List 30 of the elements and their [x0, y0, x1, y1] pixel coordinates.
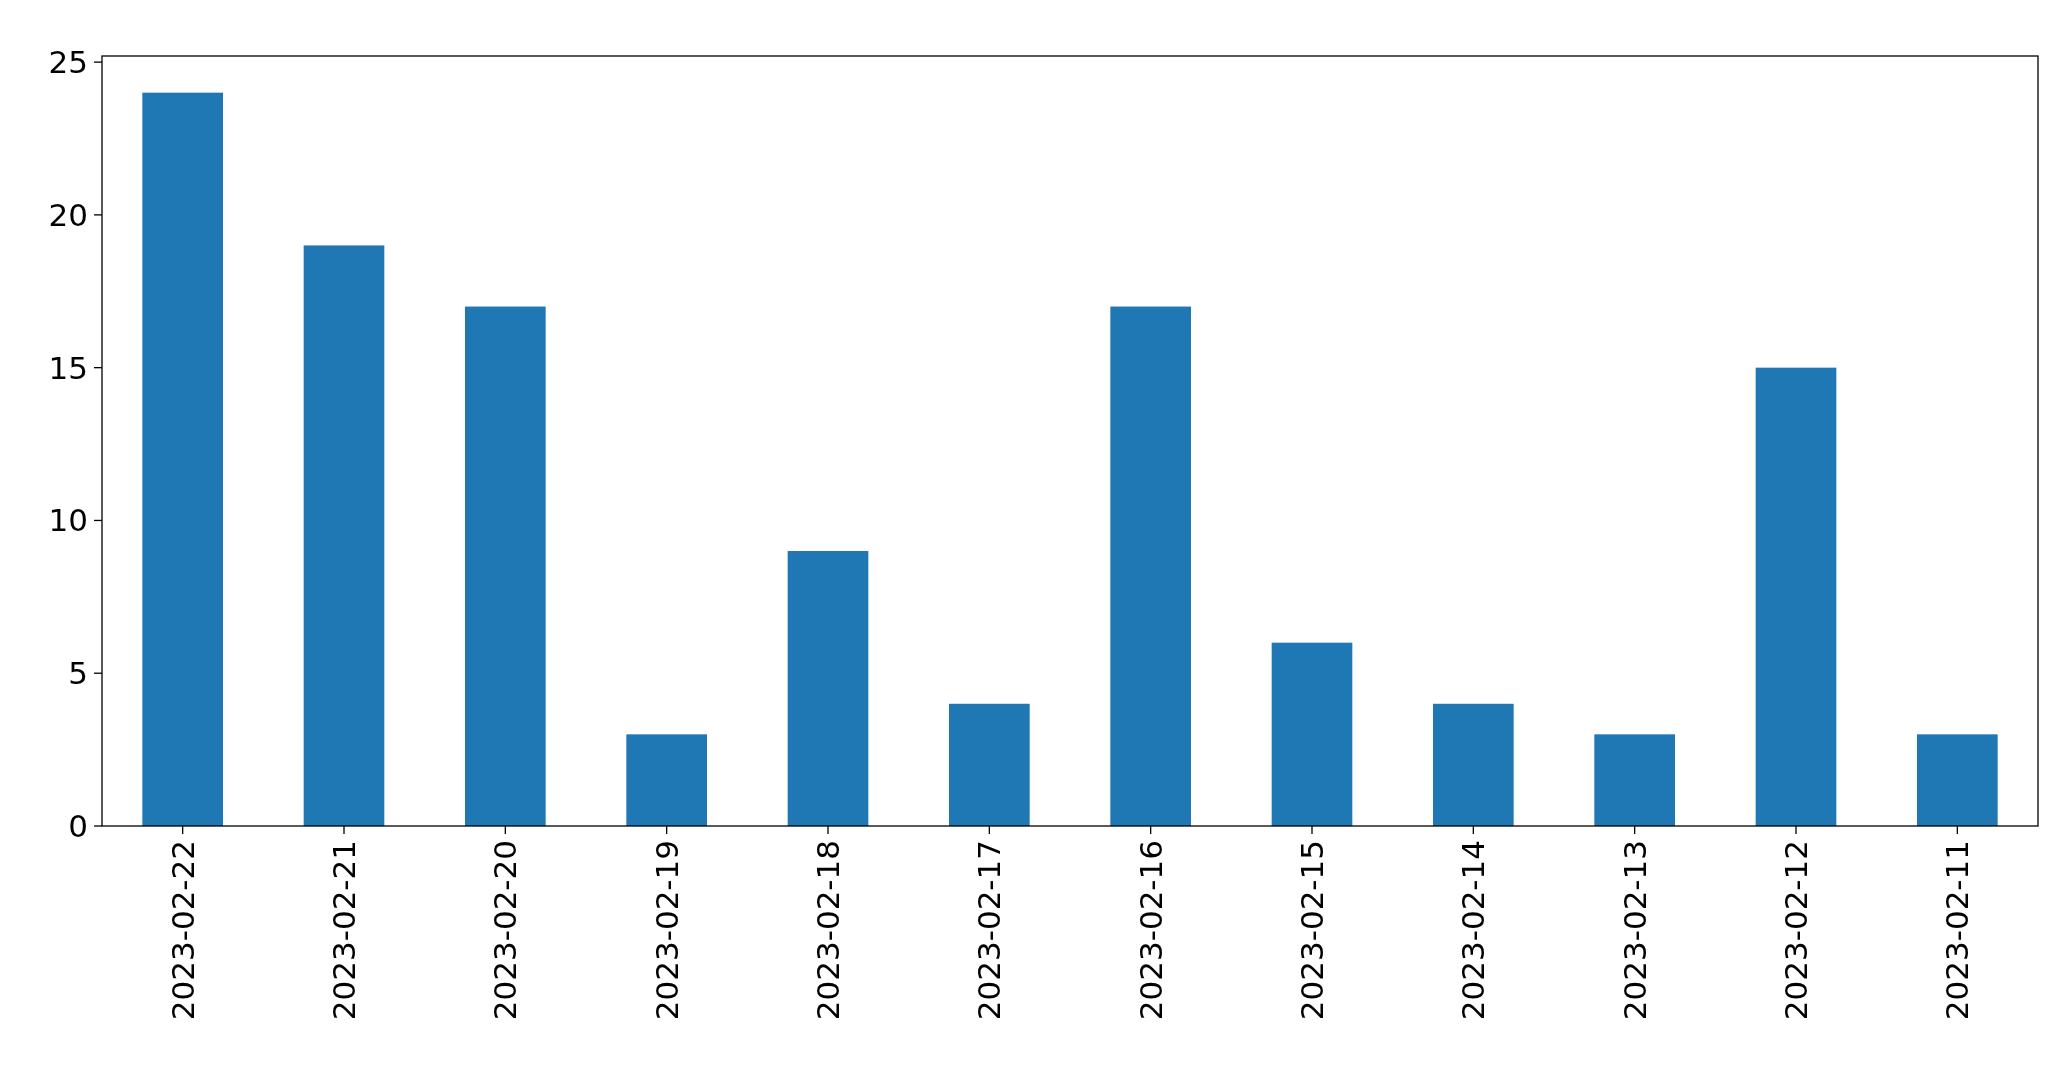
y-tick-label: 0 — [68, 807, 88, 844]
x-tick-label: 2023-02-12 — [1777, 840, 1814, 1021]
bar — [1594, 734, 1675, 826]
x-tick-label: 2023-02-18 — [809, 840, 846, 1021]
bar — [1917, 734, 1998, 826]
x-tick-label: 2023-02-11 — [1939, 840, 1976, 1021]
x-tick-label: 2023-02-22 — [164, 840, 201, 1021]
y-tick-label: 10 — [48, 502, 88, 539]
bar — [465, 306, 546, 826]
bar — [1110, 306, 1191, 826]
bar — [1271, 642, 1353, 826]
x-tick-label: 2023-02-14 — [1455, 840, 1492, 1021]
x-tick-label: 2023-02-13 — [1616, 840, 1653, 1021]
bar — [1755, 367, 1837, 826]
x-tick-label: 2023-02-21 — [325, 840, 362, 1021]
bar — [626, 734, 707, 826]
y-tick-label: 5 — [68, 655, 88, 692]
bar — [142, 92, 223, 826]
x-tick-label: 2023-02-15 — [1293, 840, 1330, 1021]
x-tick-label: 2023-02-20 — [487, 840, 524, 1021]
y-tick-label: 25 — [48, 43, 88, 80]
y-tick-label: 15 — [48, 349, 88, 386]
x-tick-label: 2023-02-16 — [1132, 840, 1169, 1021]
x-tick-label: 2023-02-19 — [648, 840, 685, 1021]
y-tick-label: 20 — [48, 196, 88, 233]
bar — [1433, 703, 1514, 826]
bar — [787, 551, 869, 826]
bar — [949, 703, 1030, 826]
x-tick-label: 2023-02-17 — [971, 840, 1008, 1021]
bar — [303, 245, 385, 826]
